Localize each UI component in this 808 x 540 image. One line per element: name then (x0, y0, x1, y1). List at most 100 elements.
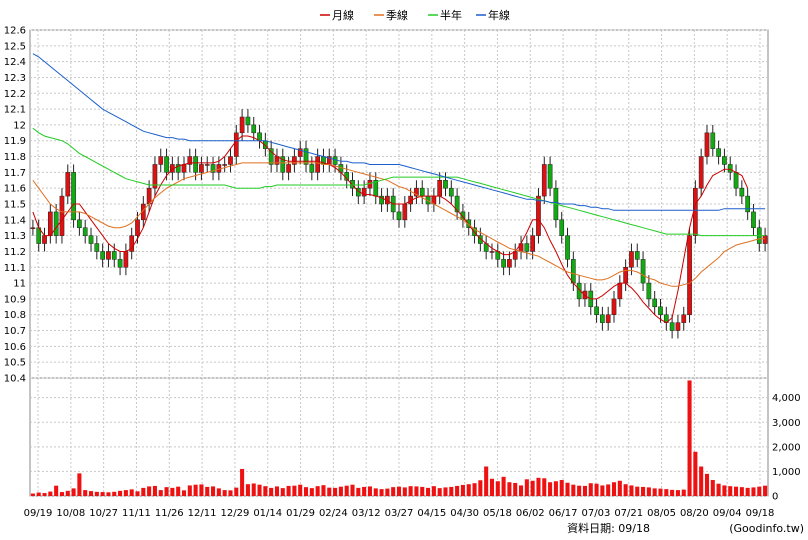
candle-body (419, 187, 425, 197)
date-tick-label: 07/21 (614, 508, 643, 519)
volume-bar (611, 482, 617, 496)
volume-bar (112, 491, 117, 496)
candle-body (733, 172, 739, 189)
price-tick-label: 11.4 (4, 215, 26, 226)
candle-body (233, 132, 239, 157)
volume-bar (327, 487, 332, 496)
candle-body (478, 235, 483, 244)
candle-body (704, 132, 710, 157)
candle-body (280, 156, 286, 173)
volume-bar (687, 380, 692, 496)
volume-tick-label: 0 (772, 492, 778, 503)
volume-bar (739, 487, 744, 496)
volume-bar (722, 485, 727, 496)
date-tick-label: 09/04 (713, 508, 742, 519)
price-tick-label: 11.7 (4, 168, 26, 179)
legend-item-half-year: 半年 (428, 8, 462, 22)
volume-bar (350, 484, 355, 496)
candle-body (727, 164, 733, 173)
volume-bar (478, 480, 483, 496)
candle-body (71, 172, 76, 221)
date-tick-label: 05/18 (483, 508, 512, 519)
candle-body (437, 180, 443, 197)
volume-bar (176, 486, 181, 496)
candle-body (135, 219, 140, 236)
volume-bar (309, 488, 314, 496)
volume-bar (449, 486, 454, 496)
candle-body (623, 267, 628, 284)
candle-body (59, 195, 65, 236)
volume-bar (693, 451, 698, 496)
candle-body (129, 235, 135, 252)
candle-body (547, 164, 553, 189)
date-tick-label: 09/19 (24, 508, 53, 519)
candle-body (181, 164, 187, 173)
volume-bar (205, 486, 210, 496)
volume-bar (338, 486, 343, 496)
candle-body (745, 195, 751, 213)
date-tick-label: 07/03 (581, 508, 610, 519)
volume-bar (681, 489, 686, 496)
volume-bar (228, 490, 233, 496)
volume-bar (396, 486, 402, 496)
volume-bar (36, 492, 41, 496)
candle-body (100, 251, 105, 260)
candle-body (448, 187, 454, 197)
volume-bar (513, 482, 518, 496)
volume-bar (646, 487, 651, 496)
candle-body (379, 195, 384, 205)
volume-bar (303, 487, 309, 496)
volume-bar (158, 490, 163, 496)
date-tick-label: 04/15 (417, 508, 446, 519)
legend-item-month: 月線 (320, 8, 354, 22)
volume-bar (751, 487, 756, 496)
price-tick-label: 11.6 (4, 184, 26, 195)
volume-bar (170, 487, 175, 496)
price-tick-label: 12.3 (4, 73, 26, 84)
candle-body (146, 187, 152, 205)
volume-bar (30, 493, 35, 496)
candle-body (94, 243, 100, 252)
candle-body (414, 187, 419, 197)
candle-body (123, 251, 129, 268)
candle-body (611, 298, 617, 315)
volume-bar (83, 490, 88, 496)
volume-bar (501, 476, 506, 496)
price-tick-label: 11 (13, 279, 26, 290)
price-tick-label: 10.6 (4, 342, 26, 353)
date-tick-label: 09/18 (746, 508, 775, 519)
price-tick-label: 11.5 (4, 200, 26, 211)
candle-body (117, 259, 123, 268)
volume-bar (385, 488, 390, 496)
volume-bar (664, 489, 669, 496)
volume-bar (123, 490, 128, 496)
legend-item-year: 年線 (476, 8, 510, 22)
volume-bar (757, 486, 762, 496)
volume-bar (135, 491, 140, 496)
date-tick-label: 02/24 (319, 508, 348, 519)
volume-bar (379, 489, 384, 496)
candle-body (245, 116, 251, 126)
volume-bar (141, 487, 146, 496)
data-date-label: 資料日期: 09/18 (567, 521, 650, 535)
candle-body (570, 259, 576, 284)
volume-bar (88, 491, 94, 496)
volume-bar (460, 484, 465, 496)
volume-bar (518, 485, 524, 496)
volume-bar (187, 485, 192, 496)
volume-bar (129, 489, 134, 496)
date-tick-label: 04/30 (450, 508, 479, 519)
volume-bar (216, 488, 221, 496)
volume-bar (164, 487, 169, 496)
ma-quarter-line (32, 162, 766, 287)
candle-body (652, 298, 658, 308)
volume-tick-label: 4,000 (772, 393, 801, 404)
candle-body (600, 314, 605, 323)
volume-bar (106, 492, 111, 496)
volume-bar (286, 485, 291, 496)
legend-label-quarter: 季線 (386, 8, 408, 22)
volume-bar (42, 493, 47, 496)
price-tick-label: 10.5 (4, 358, 26, 369)
volume-bar (734, 486, 739, 496)
candle-body (634, 251, 640, 260)
